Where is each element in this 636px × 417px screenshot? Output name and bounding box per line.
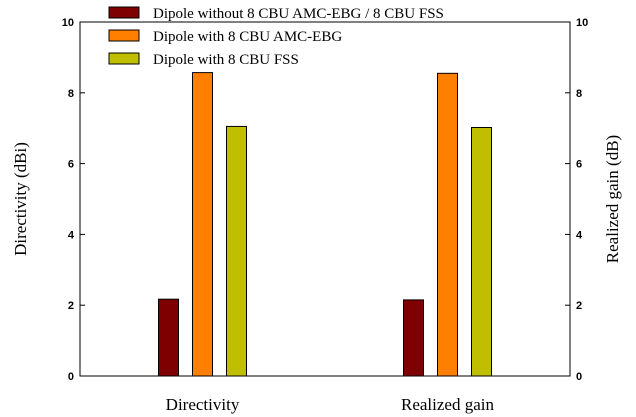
bar bbox=[471, 126, 492, 377]
left-y-axis: 0 2 4 6 8 10 bbox=[62, 17, 85, 383]
bar bbox=[403, 299, 424, 377]
legend-swatch bbox=[108, 52, 140, 65]
y2-tick-label: 4 bbox=[576, 229, 583, 241]
legend-label: Dipole without 8 CBU AMC-EBG / 8 CBU FSS bbox=[153, 6, 444, 22]
y-tick-label: 6 bbox=[68, 159, 74, 171]
legend-swatch bbox=[108, 6, 140, 19]
bars-group bbox=[158, 72, 492, 377]
y-tick-label: 10 bbox=[62, 17, 74, 29]
legend-label: Dipole with 8 CBU FSS bbox=[153, 52, 299, 68]
legend: Dipole without 8 CBU AMC-EBG / 8 CBU FSS… bbox=[108, 6, 444, 68]
bar bbox=[226, 125, 247, 377]
y2-tick-label: 0 bbox=[576, 371, 582, 383]
y2-axis-title: Realized gain (dB) bbox=[603, 135, 622, 263]
bar bbox=[437, 72, 458, 377]
y-tick-label: 8 bbox=[68, 88, 74, 100]
right-y-axis: 0 2 4 6 8 10 bbox=[565, 17, 588, 383]
y2-tick-label: 6 bbox=[576, 159, 582, 171]
bar bbox=[158, 298, 179, 377]
y-tick-label: 0 bbox=[68, 371, 74, 383]
y2-tick-label: 8 bbox=[576, 88, 582, 100]
x-category-label: Directivity bbox=[166, 395, 240, 414]
y2-tick-label: 2 bbox=[576, 300, 582, 312]
legend-swatch bbox=[108, 29, 140, 42]
y-tick-label: 2 bbox=[68, 300, 74, 312]
x-category-label: Realized gain bbox=[401, 395, 494, 414]
bar bbox=[192, 72, 213, 377]
y2-tick-label: 10 bbox=[576, 17, 588, 29]
legend-label: Dipole with 8 CBU AMC-EBG bbox=[153, 29, 342, 45]
y-axis-title: Directivity (dBi) bbox=[11, 142, 30, 256]
x-axis: Directivity Realized gain bbox=[166, 371, 494, 414]
y-tick-label: 4 bbox=[68, 229, 75, 241]
plot-frame bbox=[79, 21, 571, 377]
